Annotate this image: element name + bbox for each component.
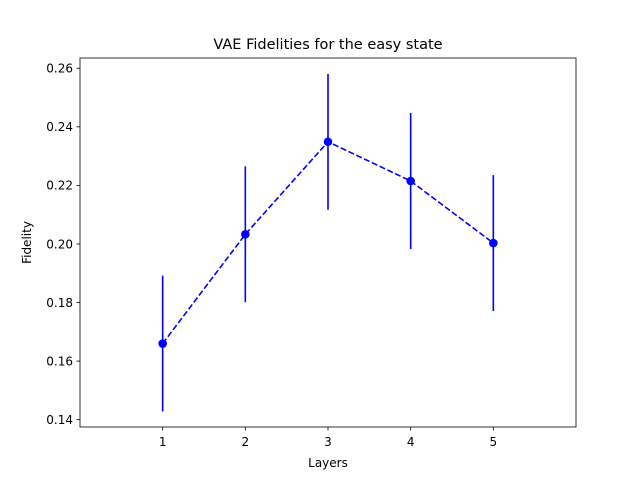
chart-title: VAE Fidelities for the easy state	[213, 37, 442, 53]
y-tick-label: 0.20	[46, 237, 73, 251]
y-axis-ticks: 0.14 0.16 0.18 0.20 0.22 0.24 0.26	[46, 62, 80, 427]
data-point	[158, 339, 167, 348]
y-tick-label: 0.14	[46, 413, 73, 427]
y-tick-label: 0.16	[46, 354, 73, 368]
x-tick-label: 5	[490, 435, 498, 449]
series-layer	[158, 73, 498, 412]
data-point	[241, 230, 250, 239]
x-tick-label: 3	[324, 435, 332, 449]
y-tick-label: 0.22	[46, 179, 73, 193]
x-tick-label: 4	[407, 435, 415, 449]
data-point	[323, 137, 333, 147]
x-tick-label: 1	[159, 435, 167, 449]
data-point	[406, 176, 415, 186]
y-tick-label: 0.24	[46, 120, 73, 134]
y-tick-label: 0.18	[46, 296, 73, 310]
x-axis-label: Layers	[308, 456, 348, 470]
data-point	[489, 238, 498, 248]
y-axis-label: Fidelity	[20, 221, 34, 264]
x-tick-label: 2	[242, 435, 250, 449]
y-tick-label: 0.26	[46, 62, 73, 76]
x-axis-ticks: 1 2 3 4 5	[159, 427, 497, 449]
